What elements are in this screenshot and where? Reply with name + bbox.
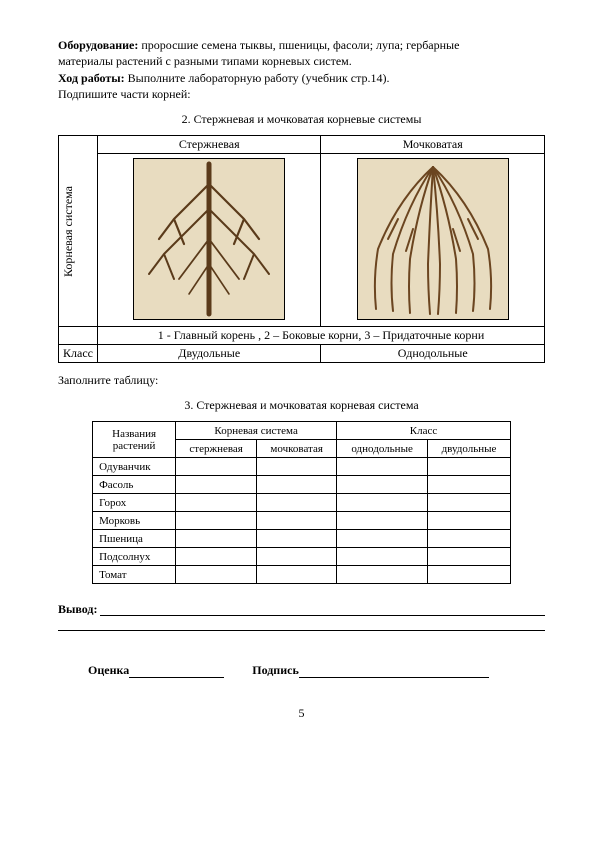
empty-cell[interactable] [176,566,257,584]
taproot-image [133,158,285,320]
empty-cell[interactable] [428,494,511,512]
plant-name: Пшеница [93,530,176,548]
empty-cell[interactable] [257,548,337,566]
empty-cell[interactable] [257,566,337,584]
fill-table-label: Заполните таблицу: [58,373,545,388]
sign-label: Подпись [252,663,299,678]
empty-cell[interactable] [257,530,337,548]
page-number: 5 [58,706,545,721]
empty-cell[interactable] [176,476,257,494]
root-system-vlabel: Корневая система [59,186,78,277]
sub-fib: мочковатая [257,440,337,458]
class-label: Класс [59,345,98,363]
empty-cell[interactable] [337,494,428,512]
table-row: Томат [93,566,511,584]
empty-cell[interactable] [257,458,337,476]
h-system: Корневая система [176,422,337,440]
root-table: Корневая система Стержневая Мочковатая [58,135,545,363]
empty-cell[interactable] [428,458,511,476]
data-table: Названия растений Корневая система Класс… [92,421,511,584]
plant-name: Томат [93,566,176,584]
conclusion-block: Вывод: [58,602,545,631]
signature-row: Оценка Подпись [58,663,545,678]
empty-cell[interactable] [176,458,257,476]
empty-cell[interactable] [428,530,511,548]
col-fibrous: Мочковатая [321,136,545,154]
equipment-text-1: проросшие семена тыквы, пшеницы, фасоли;… [138,38,459,52]
equipment-label: Оборудование: [58,38,138,52]
table-row: Пшеница [93,530,511,548]
section-3-title: 3. Стержневая и мочковатая корневая сист… [58,398,545,413]
h-names: Названия растений [93,422,176,458]
empty-cell[interactable] [337,458,428,476]
procedure-text: Выполните лабораторную работу (учебник с… [125,71,390,85]
section-2-title: 2. Стержневая и мочковатая корневые сист… [58,112,545,127]
empty-cell[interactable] [337,530,428,548]
empty-cell[interactable] [428,566,511,584]
page: Оборудование: проросшие семена тыквы, пш… [0,0,595,721]
sub-tap: стержневая [176,440,257,458]
plant-name: Фасоль [93,476,176,494]
fibrous-image [357,158,509,320]
fibrous-cell [321,154,545,327]
grade-label: Оценка [88,663,129,678]
intro-block: Оборудование: проросшие семена тыквы, пш… [58,38,545,102]
empty-cell[interactable] [337,566,428,584]
empty-cell[interactable] [257,512,337,530]
fibrous-icon [358,159,508,319]
conclusion-line-2[interactable] [58,617,545,631]
empty-cell[interactable] [257,476,337,494]
procedure-label: Ход работы: [58,71,125,85]
legend: 1 - Главный корень , 2 – Боковые корни, … [97,327,544,345]
empty-cell[interactable] [337,476,428,494]
plant-name: Одуванчик [93,458,176,476]
plant-name: Горох [93,494,176,512]
empty-cell[interactable] [428,512,511,530]
empty-cell[interactable] [337,548,428,566]
sub-mono: однодольные [337,440,428,458]
table-row: Горох [93,494,511,512]
empty-cell[interactable] [257,494,337,512]
h-class: Класс [337,422,511,440]
plant-name: Подсолнух [93,548,176,566]
empty-cell[interactable] [176,548,257,566]
col-taproot: Стержневая [97,136,320,154]
empty-cell[interactable] [176,512,257,530]
table-row: Морковь [93,512,511,530]
sign-parts: Подпишите части корней: [58,87,545,102]
empty-cell[interactable] [428,548,511,566]
empty-cell[interactable] [176,494,257,512]
taproot-icon [134,159,284,319]
class-dicot: Двудольные [97,345,320,363]
empty-cell[interactable] [176,530,257,548]
conclusion-label: Вывод: [58,602,98,617]
empty-cell[interactable] [337,512,428,530]
equipment-text-2: материалы растений с разными типами корн… [58,54,545,69]
sign-line[interactable] [299,665,489,678]
table-row: Подсолнух [93,548,511,566]
table-row: Фасоль [93,476,511,494]
class-monocot: Однодольные [321,345,545,363]
conclusion-line-1[interactable] [100,602,546,616]
plant-name: Морковь [93,512,176,530]
taproot-cell [97,154,320,327]
sub-di: двудольные [428,440,511,458]
grade-line[interactable] [129,665,224,678]
table-row: Одуванчик [93,458,511,476]
empty-cell[interactable] [428,476,511,494]
